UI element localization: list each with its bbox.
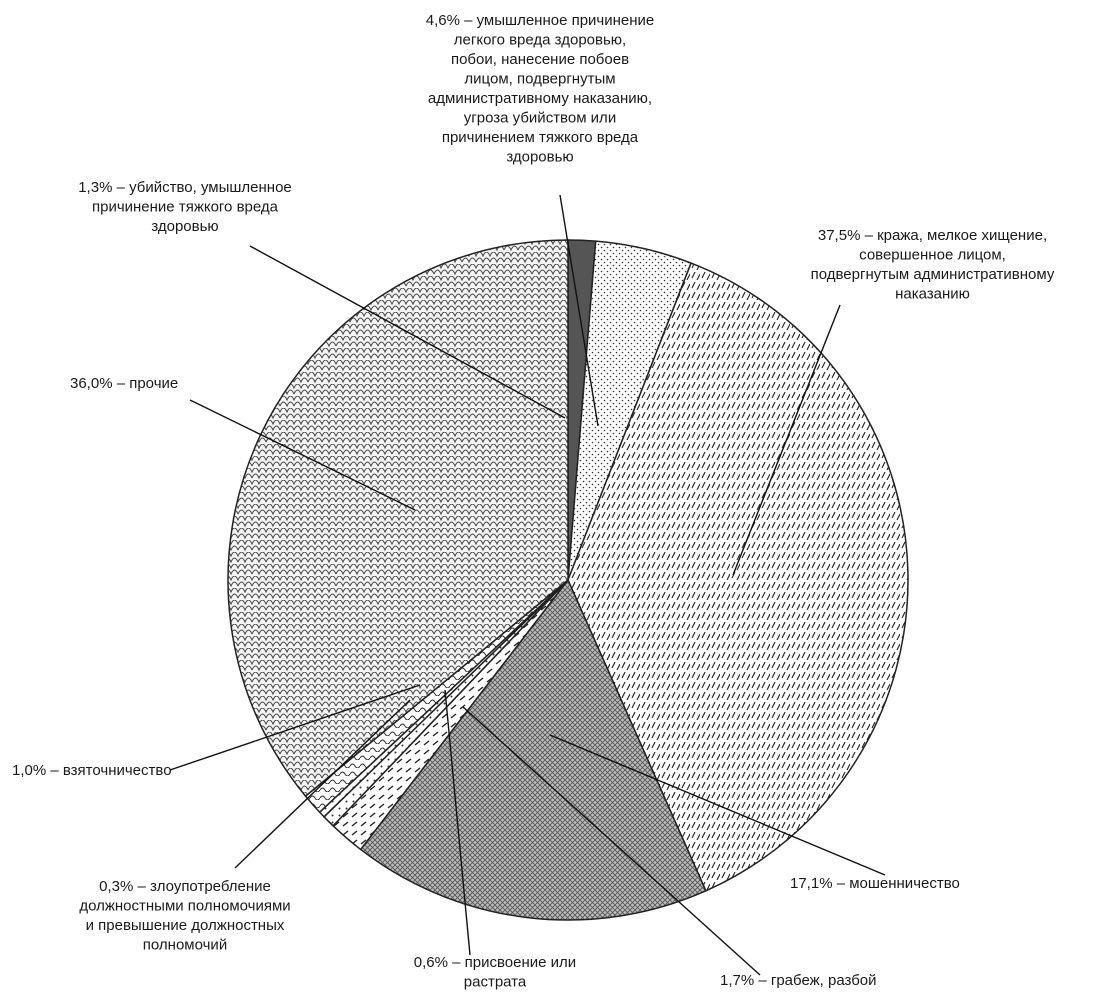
slice-label-1-line-1: 1,3% – убийство, умышленное [78,179,292,196]
slice-percent-1: 1,3% [78,179,116,196]
slice-label-7-line-4: полномочий [143,937,227,954]
leader-line-9 [189,399,416,511]
pie-slice-4 [359,578,707,921]
slice-label-6-line-2: растрата [464,974,527,991]
slice-label-3-line-4: наказанию [895,286,970,303]
slice-label-2-line-3: побои, нанесение побоев [451,51,629,68]
slice-label-2-line-6: угроза убийством или [464,110,616,127]
slice-label-7-line-1: 0,3% – злоупотребление [99,878,271,895]
slice-label-2-line-4: лицом, подвергнутым [464,71,615,88]
slice-label-3-line-2: совершенное лицом, [859,247,1006,264]
slice-percent-6: 0,6% [414,954,452,971]
slice-label-2-line-2: легкого вреда здоровью, [454,32,626,49]
slice-label-9-line-1: 36,0% – прочие [70,375,178,392]
leader-line-7 [234,699,411,869]
pie-slice-3 [567,262,909,892]
leader-line-5 [462,706,761,976]
slice-label-6-line-1: 0,6% – присвоение или [414,954,576,971]
leader-line-3 [732,304,841,576]
leader-line-8 [169,684,421,771]
slice-label-3-line-1: 37,5% – кража, мелкое хищение, [818,227,1047,244]
slice-label-2-line-1: 4,6% – умышленное причинение [426,12,655,29]
slice-percent-3: 37,5% [818,227,865,244]
slice-label-5-line-1: 1,7% – грабеж, разбой [720,972,877,989]
slice-label-2-line-8: здоровью [506,149,573,166]
slice-percent-8: 1,0% [12,762,50,779]
leader-line-2 [559,194,599,427]
slice-label-8-line-1: 1,0% – взяточничество [12,762,172,779]
slice-label-7-line-3: и превышение должностных [86,917,285,934]
leader-line-6 [444,689,471,956]
slice-label-2-line-7: причинением тяжкого вреда [442,129,639,146]
slice-label-1-line-2: причинение тяжкого вреда [92,199,279,216]
slice-label-2-line-5: административному наказанию, [428,90,652,107]
leader-line-4 [549,734,886,876]
slice-label-7-line-2: должностными полномочиями [79,898,290,915]
slice-percent-7: 0,3% [99,878,137,895]
slice-percent-4: 17,1% [790,875,837,892]
slice-label-4-line-1: 17,1% – мошенничество [790,875,960,892]
leader-line-1 [249,245,566,419]
slice-percent-2: 4,6% [426,12,464,29]
slice-label-3-line-3: подвергнутым административному [811,266,1055,283]
slice-percent-5: 1,7% [720,972,758,989]
slice-label-1-line-3: здоровью [151,218,218,235]
slice-percent-9: 36,0% [70,375,117,392]
